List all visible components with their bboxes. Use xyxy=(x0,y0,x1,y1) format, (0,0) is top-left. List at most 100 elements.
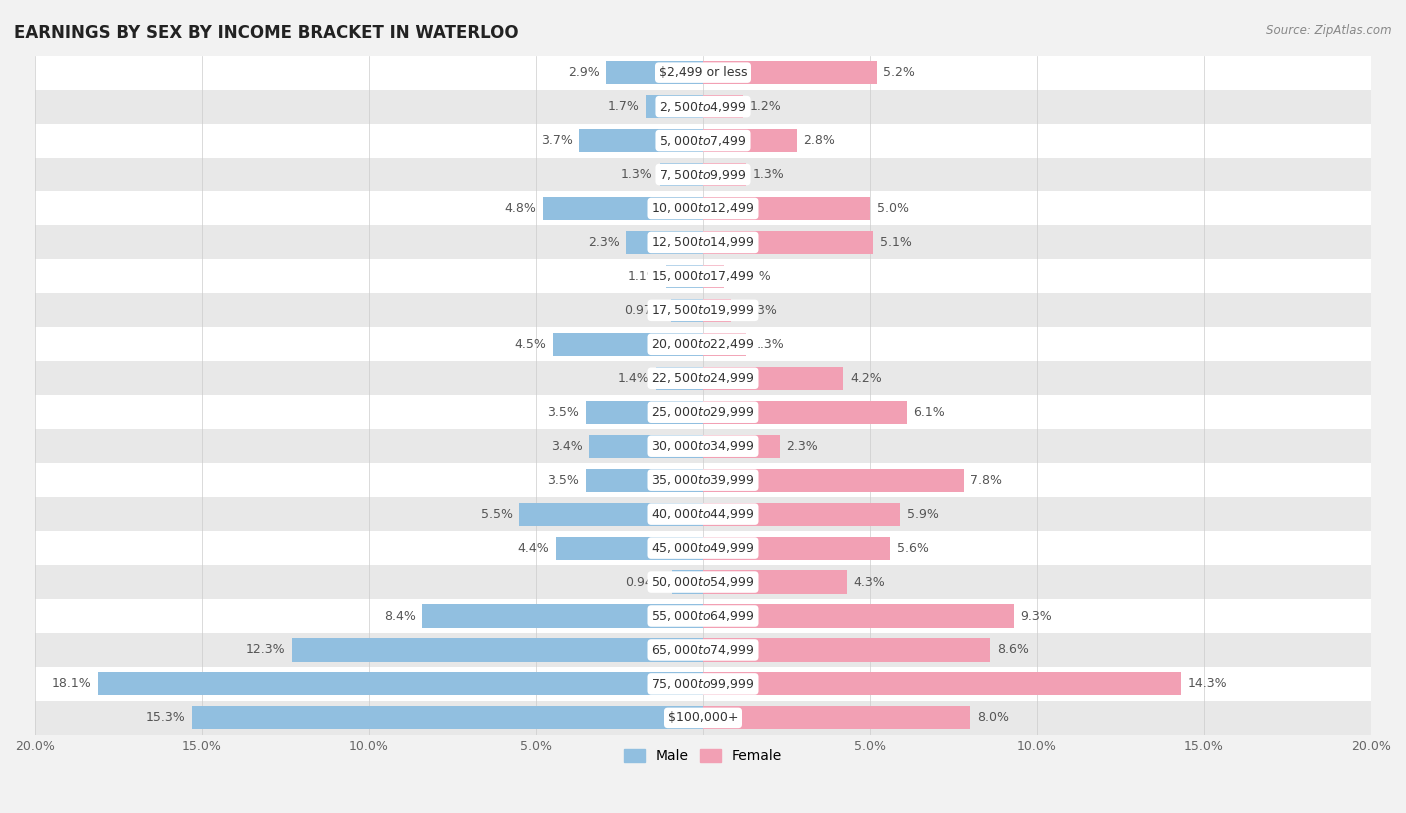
Bar xyxy=(626,231,703,254)
Text: 2.3%: 2.3% xyxy=(588,236,620,249)
Bar xyxy=(35,328,1371,361)
Bar xyxy=(35,259,1371,293)
Bar xyxy=(35,225,1371,259)
Bar xyxy=(35,701,1371,735)
Text: 1.3%: 1.3% xyxy=(754,338,785,351)
Bar xyxy=(657,367,703,389)
Bar xyxy=(553,333,703,356)
Text: $40,000 to $44,999: $40,000 to $44,999 xyxy=(651,507,755,521)
Bar xyxy=(555,537,703,559)
Text: 18.1%: 18.1% xyxy=(52,677,91,690)
Text: $25,000 to $29,999: $25,000 to $29,999 xyxy=(651,405,755,420)
Bar xyxy=(703,672,1181,695)
Text: $30,000 to $34,999: $30,000 to $34,999 xyxy=(651,439,755,453)
Text: 3.5%: 3.5% xyxy=(547,474,579,487)
Text: 0.97%: 0.97% xyxy=(624,304,664,317)
Text: 1.7%: 1.7% xyxy=(607,100,640,113)
Text: 0.83%: 0.83% xyxy=(737,304,778,317)
Bar xyxy=(659,163,703,186)
Bar xyxy=(35,531,1371,565)
Bar xyxy=(647,95,703,118)
Text: 4.4%: 4.4% xyxy=(517,541,550,554)
Bar xyxy=(703,95,744,118)
Text: 5.0%: 5.0% xyxy=(877,202,908,215)
Bar xyxy=(422,604,703,628)
Text: 1.1%: 1.1% xyxy=(628,270,659,283)
Text: $2,499 or less: $2,499 or less xyxy=(659,66,747,79)
Text: 4.3%: 4.3% xyxy=(853,576,884,589)
Bar xyxy=(703,61,877,85)
Bar xyxy=(35,124,1371,158)
Text: 4.2%: 4.2% xyxy=(851,372,882,385)
Bar xyxy=(35,361,1371,395)
Bar xyxy=(35,89,1371,124)
Legend: Male, Female: Male, Female xyxy=(619,744,787,768)
Bar xyxy=(703,435,780,458)
Bar xyxy=(703,537,890,559)
Bar xyxy=(35,463,1371,497)
Text: 7.8%: 7.8% xyxy=(970,474,1002,487)
Text: 1.3%: 1.3% xyxy=(621,168,652,181)
Text: 2.8%: 2.8% xyxy=(803,134,835,147)
Bar xyxy=(543,197,703,220)
Bar xyxy=(703,333,747,356)
Text: $55,000 to $64,999: $55,000 to $64,999 xyxy=(651,609,755,623)
Bar xyxy=(586,468,703,492)
Bar xyxy=(35,55,1371,89)
Text: 0.63%: 0.63% xyxy=(731,270,770,283)
Bar xyxy=(703,367,844,389)
Bar xyxy=(35,395,1371,429)
Text: $20,000 to $22,499: $20,000 to $22,499 xyxy=(651,337,755,351)
Text: $15,000 to $17,499: $15,000 to $17,499 xyxy=(651,269,755,284)
Bar xyxy=(703,231,873,254)
Bar xyxy=(35,429,1371,463)
Bar xyxy=(98,672,703,695)
Text: 3.4%: 3.4% xyxy=(551,440,582,453)
Text: 2.3%: 2.3% xyxy=(786,440,818,453)
Bar xyxy=(35,192,1371,225)
Bar xyxy=(606,61,703,85)
Text: 4.8%: 4.8% xyxy=(505,202,536,215)
Text: $7,500 to $9,999: $7,500 to $9,999 xyxy=(659,167,747,181)
Text: 5.5%: 5.5% xyxy=(481,507,513,520)
Bar xyxy=(35,293,1371,328)
Bar xyxy=(35,565,1371,599)
Bar xyxy=(672,571,703,593)
Text: 3.7%: 3.7% xyxy=(541,134,572,147)
Text: $50,000 to $54,999: $50,000 to $54,999 xyxy=(651,575,755,589)
Bar xyxy=(292,638,703,662)
Bar xyxy=(703,163,747,186)
Text: 2.9%: 2.9% xyxy=(568,66,599,79)
Text: 3.5%: 3.5% xyxy=(547,406,579,419)
Bar xyxy=(703,571,846,593)
Text: 6.1%: 6.1% xyxy=(914,406,945,419)
Bar xyxy=(703,502,900,526)
Text: EARNINGS BY SEX BY INCOME BRACKET IN WATERLOO: EARNINGS BY SEX BY INCOME BRACKET IN WAT… xyxy=(14,24,519,42)
Text: $12,500 to $14,999: $12,500 to $14,999 xyxy=(651,236,755,250)
Bar xyxy=(35,667,1371,701)
Text: $2,500 to $4,999: $2,500 to $4,999 xyxy=(659,99,747,114)
Bar xyxy=(703,706,970,729)
Bar xyxy=(703,197,870,220)
Bar xyxy=(703,638,990,662)
Bar xyxy=(579,129,703,152)
Text: 8.0%: 8.0% xyxy=(977,711,1010,724)
Bar xyxy=(586,401,703,424)
Text: 9.3%: 9.3% xyxy=(1021,610,1052,623)
Text: 8.6%: 8.6% xyxy=(997,643,1029,656)
Text: 15.3%: 15.3% xyxy=(145,711,186,724)
Bar xyxy=(703,129,797,152)
Bar xyxy=(671,299,703,322)
Text: $65,000 to $74,999: $65,000 to $74,999 xyxy=(651,643,755,657)
Bar xyxy=(35,633,1371,667)
Text: 14.3%: 14.3% xyxy=(1187,677,1227,690)
Text: 8.4%: 8.4% xyxy=(384,610,416,623)
Text: 12.3%: 12.3% xyxy=(246,643,285,656)
Text: $17,500 to $19,999: $17,500 to $19,999 xyxy=(651,303,755,317)
Text: Source: ZipAtlas.com: Source: ZipAtlas.com xyxy=(1267,24,1392,37)
Text: $5,000 to $7,499: $5,000 to $7,499 xyxy=(659,133,747,147)
Bar xyxy=(703,468,963,492)
Text: 5.9%: 5.9% xyxy=(907,507,939,520)
Bar xyxy=(703,604,1014,628)
Text: 0.94%: 0.94% xyxy=(626,576,665,589)
